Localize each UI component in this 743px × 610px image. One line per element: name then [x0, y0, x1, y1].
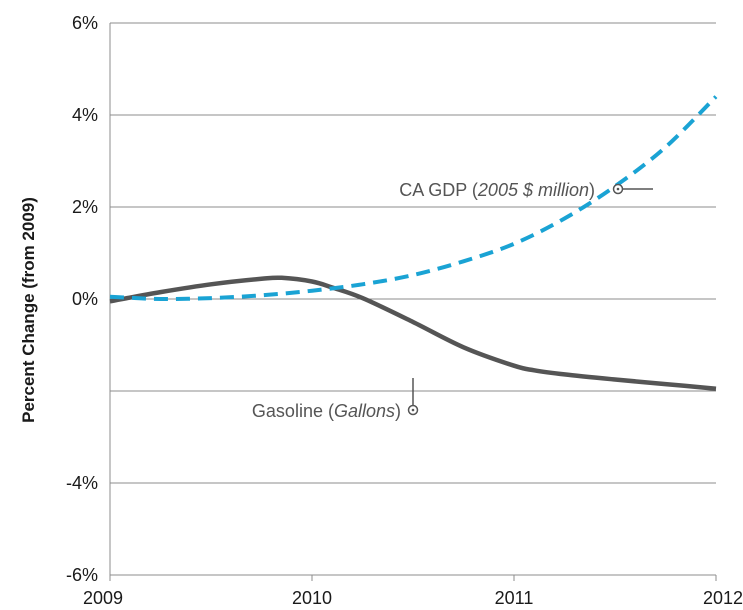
y-tick-label-0: -6% [66, 565, 98, 585]
y-tick-label-5: 4% [72, 105, 98, 125]
gdp-series-label: CA GDP (2005 $ million) [399, 180, 595, 200]
gasoline-label-plain: Gasoline ( [252, 401, 334, 421]
gdp-label-italic: 2005 $ million [477, 180, 589, 200]
gasoline-leader-dot-center [411, 408, 415, 412]
gdp-label-close: ) [589, 180, 595, 200]
y-tick-label-6: 6% [72, 13, 98, 33]
gasoline-label-italic: Gallons [334, 401, 395, 421]
annotation-gdp: CA GDP (2005 $ million) [399, 180, 653, 200]
x-tick-label-3: 2012 [703, 588, 743, 608]
series-lines [109, 95, 718, 391]
y-axis-title: Percent Change (from 2009) [19, 197, 38, 423]
gasoline-label-close: ) [395, 401, 401, 421]
y-tick-labels: -6% -4% 0% 2% 4% 6% [66, 13, 98, 585]
gasoline-series-label: Gasoline (Gallons) [252, 401, 401, 421]
gdp-leader-dot-center [616, 187, 620, 191]
x-tick-label-0: 2009 [83, 588, 123, 608]
gdp-label-plain: CA GDP ( [399, 180, 478, 200]
x-tick-label-1: 2010 [292, 588, 332, 608]
y-tick-label-3: 0% [72, 289, 98, 309]
series-line-ca-gdp [109, 95, 718, 302]
y-tick-label-1: -4% [66, 473, 98, 493]
series-line-gasoline [109, 275, 717, 391]
axes [109, 23, 717, 581]
y-tick-label-4: 2% [72, 197, 98, 217]
x-tick-label-2: 2011 [495, 588, 534, 608]
x-tick-labels: 2009 2010 2011 2012 [83, 588, 743, 608]
annotation-gasoline: Gasoline (Gallons) [252, 378, 419, 421]
